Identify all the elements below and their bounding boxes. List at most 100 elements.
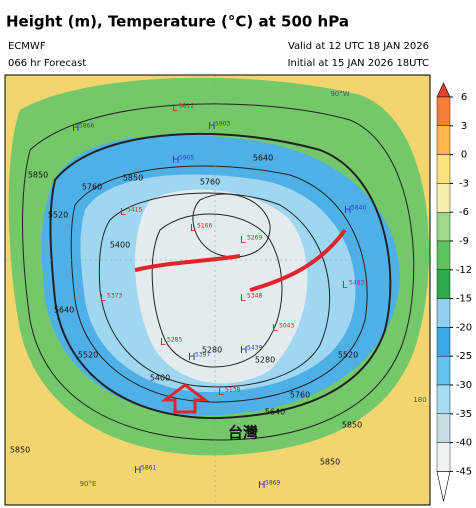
colorbar-label: -12 [456, 265, 472, 276]
colorbar-label: -25 [456, 351, 472, 362]
colorbar-label: -20 [456, 322, 472, 333]
contour-label: 5850 [10, 446, 30, 455]
trough-axis [134, 254, 241, 272]
contour-label: 5850 [320, 458, 340, 467]
colorbar-band [436, 384, 451, 414]
center-value: 5840 [351, 205, 366, 212]
contour-label: 5760 [82, 183, 102, 192]
center-value: 5285 [167, 337, 182, 344]
colorbar-band [436, 125, 451, 155]
colorbar: 6 3 0 -3 -6 -9 -12 -15 -20 -25 -30 -35 -40 -45 [436, 82, 472, 502]
colorbar-label: -15 [456, 294, 472, 305]
pressure-center: H [240, 345, 248, 356]
center-value: 5043 [279, 323, 294, 330]
center-value: 5348 [247, 293, 262, 300]
colorbar-band [436, 154, 451, 184]
colorbar-label: 6 [461, 92, 467, 103]
contour-label: 5400 [150, 374, 170, 383]
pressure-center: H [344, 205, 352, 216]
center-value: 5903 [215, 121, 230, 128]
pressure-center: L [342, 280, 348, 291]
model: ECMWF [8, 41, 46, 52]
colorbar-band [436, 183, 451, 213]
center-value: 5869 [265, 480, 280, 487]
contour-label: 5520 [48, 211, 68, 220]
colorbar-label: -9 [459, 236, 469, 247]
contours [22, 103, 415, 441]
colorbar-label: -3 [459, 178, 469, 189]
colorbar-band [436, 269, 451, 299]
contour-label: 5760 [200, 178, 220, 187]
contour-label: 5520 [338, 351, 358, 360]
pressure-center: L [272, 323, 278, 334]
contour-label: 5850 [28, 171, 48, 180]
colorbar-label: -30 [456, 380, 472, 391]
pressure-center: L [160, 337, 166, 348]
colorbar-band [436, 240, 451, 270]
colorbar-band [436, 356, 451, 386]
colorbar-band [436, 298, 451, 328]
colorbar-band [436, 211, 451, 242]
contour-label: 5280 [255, 356, 275, 365]
colorbar-band [436, 413, 451, 443]
pressure-center: H [72, 123, 80, 134]
pressure-center: H [258, 480, 266, 491]
center-value: 5483 [349, 280, 364, 287]
pressure-center: H [134, 465, 142, 476]
contour-label: 5640 [54, 306, 74, 315]
pressure-center: H [172, 155, 180, 166]
pressure-center: H [188, 352, 196, 363]
place-name: 台灣 [228, 424, 258, 442]
contour-label: 5760 [290, 391, 310, 400]
center-value: 5812 [179, 103, 194, 110]
coordinate-label: 90°W [330, 90, 349, 98]
center-value: 5415 [127, 207, 142, 214]
colorbar-label: -40 [456, 438, 472, 449]
pressure-center: L [240, 235, 246, 246]
colorbar-label: -6 [459, 207, 469, 218]
contour-label: 5640 [253, 154, 273, 163]
contour-label: 5850 [342, 421, 362, 430]
colorbar-band [436, 327, 451, 357]
pressure-center: L [190, 223, 196, 234]
center-value: 5905 [179, 155, 194, 162]
contour-label: 5640 [265, 408, 285, 417]
pressure-center: L [120, 207, 126, 218]
center-value: 5138 [225, 387, 240, 394]
valid-time: Valid at 12 UTC 18 JAN 2026 [288, 41, 429, 52]
graticule [5, 75, 430, 505]
center-value: 5166 [197, 223, 212, 230]
contour-label: 5520 [78, 351, 98, 360]
coldest-core [135, 189, 308, 384]
colorbar-cap [436, 82, 451, 98]
initial-time: Initial at 15 JAN 2026 18UTC [288, 58, 429, 69]
center-value: 5439 [247, 345, 262, 352]
colorbar-band [436, 96, 451, 126]
pressure-center: L [240, 293, 246, 304]
center-value: 5373 [107, 293, 122, 300]
colorbar-label: -35 [456, 409, 472, 420]
trough-axis [249, 228, 347, 292]
center-value: 5866 [79, 123, 94, 130]
pressure-center: L [100, 293, 106, 304]
coordinate-label: 90°E [80, 480, 97, 488]
forecast-hour: 066 hr Forecast [8, 58, 86, 69]
center-value: 5269 [247, 235, 262, 242]
colorbar-label: 3 [461, 121, 467, 132]
arrow [160, 383, 210, 414]
map-frame [4, 74, 431, 506]
colorbar-band [436, 442, 451, 472]
colorbar-label: 0 [461, 150, 467, 161]
contour-label: 5400 [110, 241, 130, 250]
pressure-center: H [208, 121, 216, 132]
contour-label: 5280 [202, 346, 222, 355]
contour-label: 5850 [123, 174, 143, 183]
center-value: 5397 [195, 352, 210, 359]
title: Height (m), Temperature (°C) at 500 hPa [6, 13, 349, 31]
coordinate-label: 180 [413, 396, 426, 404]
center-value: 5861 [141, 465, 156, 472]
